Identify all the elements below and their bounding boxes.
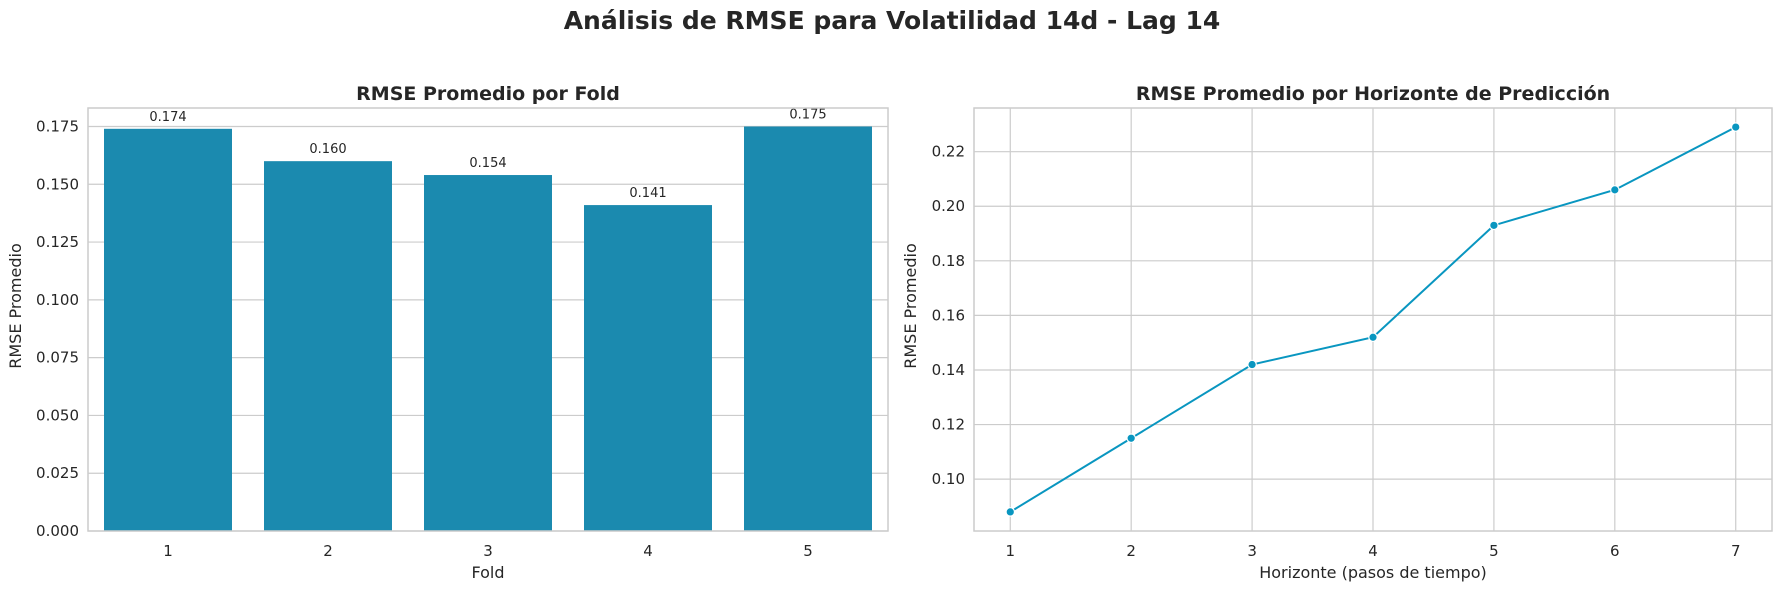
line-point [1247, 359, 1257, 370]
bar-chart-title: RMSE Promedio por Fold [356, 83, 620, 105]
bar-chart-panel: RMSE Promedio por Fold Fold RMSE Promedi… [6, 83, 889, 582]
bar-chart-ytick-label: 0.100 [36, 291, 79, 309]
bar-chart-frame [87, 107, 889, 532]
line-chart-ytick-label: 0.14 [932, 361, 965, 379]
bar [744, 126, 872, 531]
line-chart-ytick-label: 0.12 [932, 416, 965, 434]
line-chart-xtick-label: 5 [1489, 542, 1499, 560]
bar-chart-ytick-label: 0.175 [36, 117, 79, 135]
line-point [1126, 433, 1136, 444]
line-chart-xtick-label: 2 [1126, 542, 1136, 560]
line-chart-frame [973, 107, 1773, 532]
line-point [1730, 122, 1741, 132]
line-point [1489, 220, 1499, 231]
line-chart-xtick-label: 3 [1247, 542, 1257, 560]
bar-data-label: 0.160 [309, 142, 346, 157]
line-chart-xtick-label: 4 [1368, 542, 1378, 560]
line-chart-xtick-label: 1 [1005, 542, 1015, 560]
line-point [1610, 185, 1620, 195]
figure-title: Análisis de RMSE para Volatilidad 14d - … [563, 6, 1221, 35]
bar-data-label: 0.174 [149, 110, 186, 125]
line-point [1368, 332, 1378, 343]
bar [424, 175, 552, 532]
bar-chart-ytick-label: 0.000 [36, 522, 79, 540]
bar-chart-xtick-label: 5 [803, 542, 813, 560]
line-chart-xlabel: Horizonte (pasos de tiempo) [1259, 563, 1487, 582]
bar-chart-ytick-label: 0.075 [36, 349, 79, 367]
bar-chart-ytick-label: 0.125 [36, 233, 79, 251]
bar-chart-xtick-label: 4 [643, 542, 653, 560]
line-chart-ylabel: RMSE Promedio [901, 243, 920, 368]
line-chart-ytick-label: 0.16 [932, 306, 965, 324]
bar [264, 161, 392, 531]
line-chart-ytick-label: 0.18 [932, 252, 965, 270]
line-chart-ytick-label: 0.10 [932, 470, 965, 488]
bar-chart-xtick-label: 3 [483, 542, 493, 560]
line-point [1005, 507, 1016, 517]
line-chart-ytick-label: 0.20 [932, 197, 965, 215]
bar-data-label: 0.175 [789, 107, 826, 122]
line-chart-panel: RMSE Promedio por Horizonte de Predicció… [901, 83, 1773, 582]
line-chart-ytick-label: 0.22 [932, 143, 965, 161]
bar-chart-ytick-label: 0.150 [36, 175, 79, 193]
bar-data-label: 0.141 [629, 186, 666, 201]
bar-chart-xlabel: Fold [471, 563, 504, 582]
bar-chart-xtick-label: 2 [323, 542, 333, 560]
bar [584, 205, 712, 531]
line-chart-title: RMSE Promedio por Horizonte de Predicció… [1136, 83, 1610, 105]
bar-chart-ytick-label: 0.025 [36, 464, 79, 482]
bar-data-label: 0.154 [469, 156, 506, 171]
bar-chart-ylabel: RMSE Promedio [6, 243, 25, 368]
bar-chart-xtick-label: 1 [163, 542, 173, 560]
bar-chart-ytick-label: 0.050 [36, 406, 79, 424]
line-chart-xtick-label: 7 [1731, 542, 1741, 560]
bar [104, 128, 232, 531]
line-chart-xtick-label: 6 [1610, 542, 1620, 560]
